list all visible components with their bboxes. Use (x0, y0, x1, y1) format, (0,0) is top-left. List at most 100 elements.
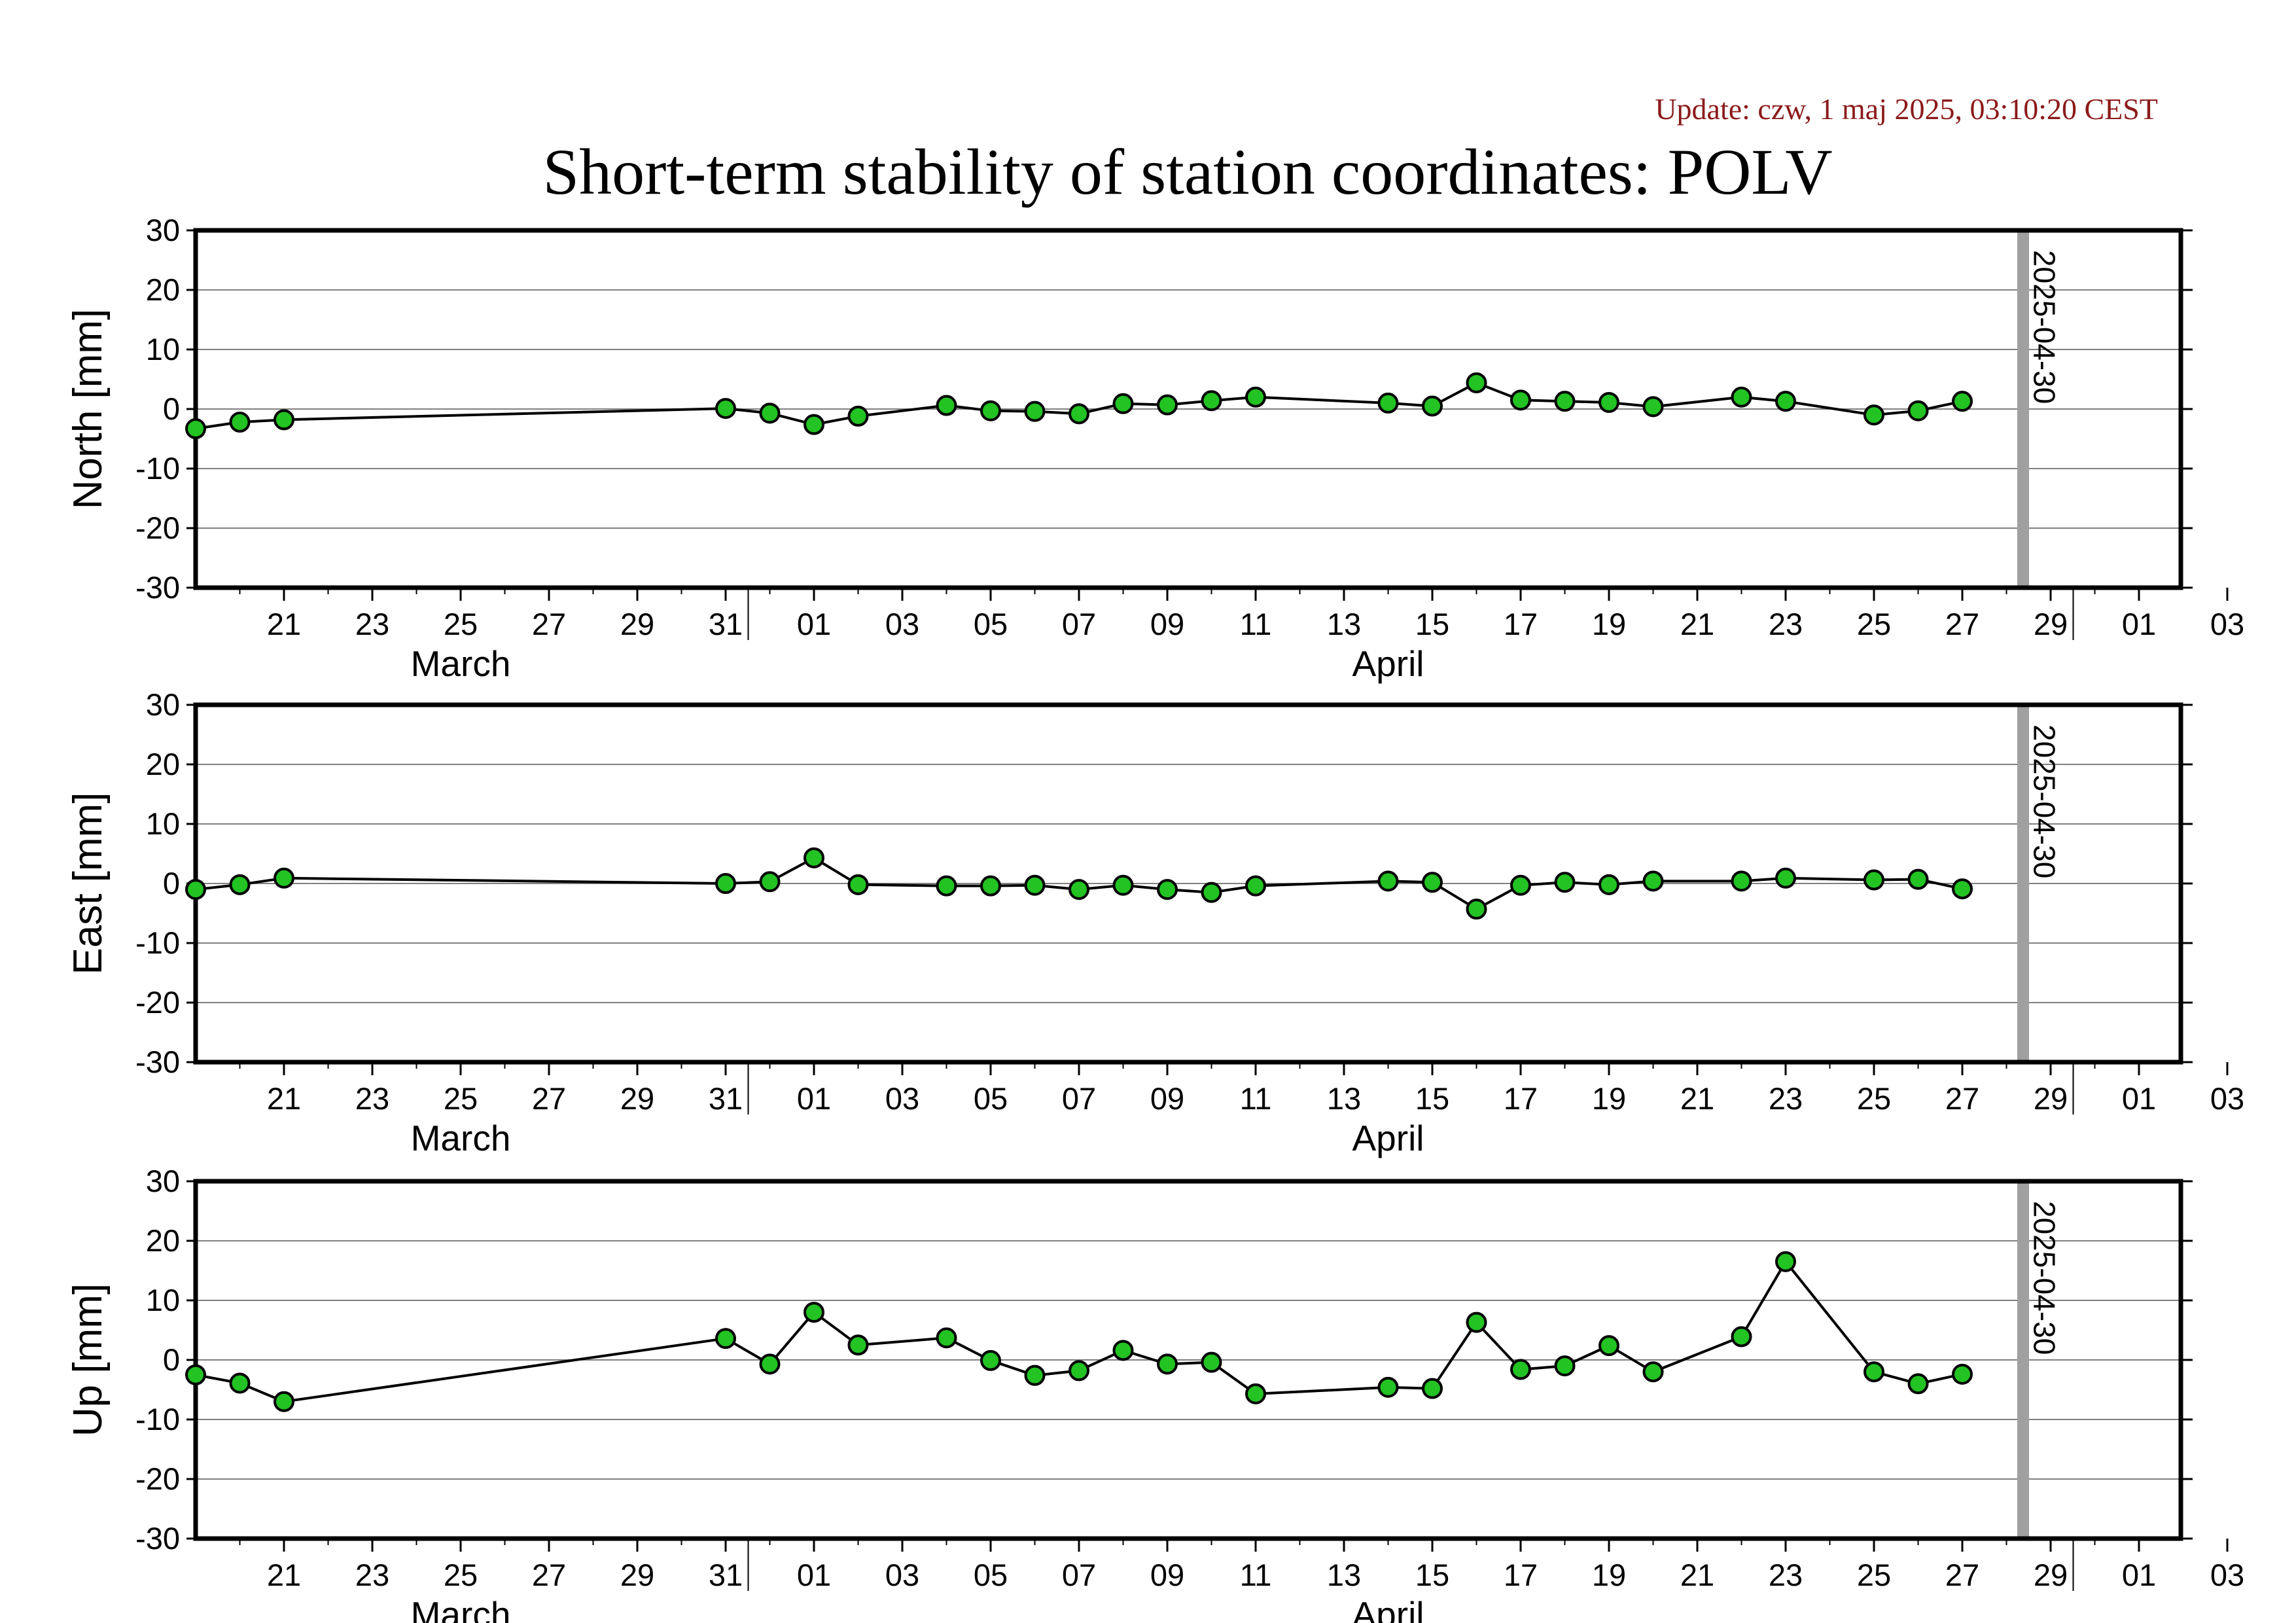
data-point (1554, 1355, 1576, 1377)
x-tick-label: 07 (1062, 1558, 1096, 1592)
data-point (1863, 404, 1884, 426)
data-point (1157, 394, 1178, 416)
x-tick-label: 27 (1945, 607, 1979, 641)
x-tick-label: 05 (974, 607, 1008, 641)
data-point (804, 1302, 824, 1323)
data-point (1731, 870, 1752, 892)
y-tick-label: -20 (135, 1461, 180, 1496)
x-tick-label: 01 (797, 607, 831, 641)
x-tick-label: 21 (1680, 1558, 1714, 1592)
x-tick-label: 13 (1327, 1558, 1361, 1592)
data-point (715, 398, 736, 419)
x-tick-label: 21 (1680, 607, 1714, 641)
x-tick-label: 19 (1592, 607, 1626, 641)
data-point (1598, 1335, 1619, 1357)
x-tick-label: 25 (1857, 1081, 1891, 1116)
x-tick-label: 21 (1680, 1081, 1714, 1116)
y-axis-title: North [mm] (65, 309, 111, 510)
x-tick-label: 15 (1415, 1558, 1449, 1592)
x-tick-label: 23 (1769, 1558, 1803, 1592)
plot-frame (193, 1179, 2183, 1541)
y-tick-label: 20 (146, 272, 180, 307)
x-tick-label: 03 (2210, 1558, 2244, 1592)
x-tick-label: 09 (1150, 1081, 1184, 1116)
x-tick-label: 23 (1769, 1081, 1803, 1116)
x-tick-label: 25 (444, 1081, 478, 1116)
x-tick-label: 11 (1240, 607, 1272, 641)
y-tick-label: -10 (135, 451, 180, 486)
x-tick-label: 29 (620, 607, 654, 641)
data-point (1466, 1311, 1487, 1333)
data-point (1554, 391, 1576, 412)
x-tick-label: 25 (1857, 1558, 1891, 1592)
data-point (1422, 395, 1443, 417)
x-month-label: April (1352, 1594, 1424, 1623)
x-tick-label: 29 (2034, 1081, 2068, 1116)
x-month-label: March (411, 643, 511, 684)
data-point (1952, 391, 1973, 412)
y-axis-title: Up [mm] (65, 1283, 111, 1436)
data-point (1377, 392, 1399, 414)
y-tick-label: 0 (163, 1342, 180, 1377)
plot-frame (193, 228, 2183, 590)
y-tick-label: 10 (146, 806, 180, 841)
y-tick-label: -10 (135, 1402, 180, 1436)
x-tick-label: 23 (355, 607, 389, 641)
data-point (804, 847, 824, 868)
x-month-label: April (1352, 643, 1424, 684)
x-tick-label: 03 (2210, 1081, 2244, 1116)
y-tick-label: -20 (135, 510, 180, 545)
x-tick-label: 03 (885, 1081, 919, 1116)
y-tick-label: -30 (135, 570, 180, 605)
data-point (1112, 1340, 1134, 1361)
data-point (1377, 1376, 1399, 1398)
y-tick-label: 20 (146, 1223, 180, 1258)
x-tick-label: 23 (355, 1081, 389, 1116)
data-point (936, 875, 957, 897)
data-point (1024, 874, 1046, 896)
data-point (1069, 879, 1089, 901)
data-point (1642, 396, 1664, 418)
x-tick-label: 21 (267, 607, 301, 641)
data-point (274, 1391, 294, 1412)
data-point (1775, 1251, 1796, 1272)
data-point (980, 1349, 1001, 1371)
y-tick-label: -20 (135, 985, 180, 1020)
data-point (1112, 874, 1134, 896)
x-tick-label: 31 (709, 607, 743, 641)
data-point (759, 871, 781, 893)
data-point (229, 1372, 251, 1394)
data-point (847, 405, 869, 427)
data-point (980, 400, 1001, 421)
data-point (715, 1328, 736, 1349)
data-point (1245, 386, 1266, 408)
x-tick-label: 03 (885, 1558, 919, 1592)
data-point (1952, 878, 1973, 900)
data-point (229, 874, 251, 895)
x-tick-label: 07 (1062, 1081, 1096, 1116)
x-tick-label: 11 (1240, 1081, 1272, 1116)
data-point (1157, 1353, 1178, 1375)
y-tick-label: 20 (146, 747, 180, 781)
y-tick-label: 30 (146, 213, 180, 247)
x-tick-label: 17 (1504, 1081, 1538, 1116)
date-marker-label: 2025-04-30 (2027, 724, 2061, 878)
date-marker-label: 2025-04-30 (2027, 1201, 2061, 1355)
x-month-label: March (411, 1594, 511, 1623)
data-point (1598, 874, 1619, 895)
data-point (1377, 870, 1399, 892)
x-tick-label: 31 (709, 1558, 743, 1592)
x-tick-label: 19 (1592, 1081, 1626, 1116)
x-tick-label: 05 (974, 1558, 1008, 1592)
x-tick-label: 23 (1769, 607, 1803, 641)
x-tick-label: 01 (797, 1081, 831, 1116)
data-point (759, 1353, 781, 1375)
data-point (1642, 1361, 1664, 1383)
x-tick-label: 31 (709, 1081, 743, 1116)
y-tick-label: 30 (146, 1164, 180, 1198)
data-point (1201, 1351, 1222, 1373)
x-tick-label: 01 (2122, 607, 2156, 641)
